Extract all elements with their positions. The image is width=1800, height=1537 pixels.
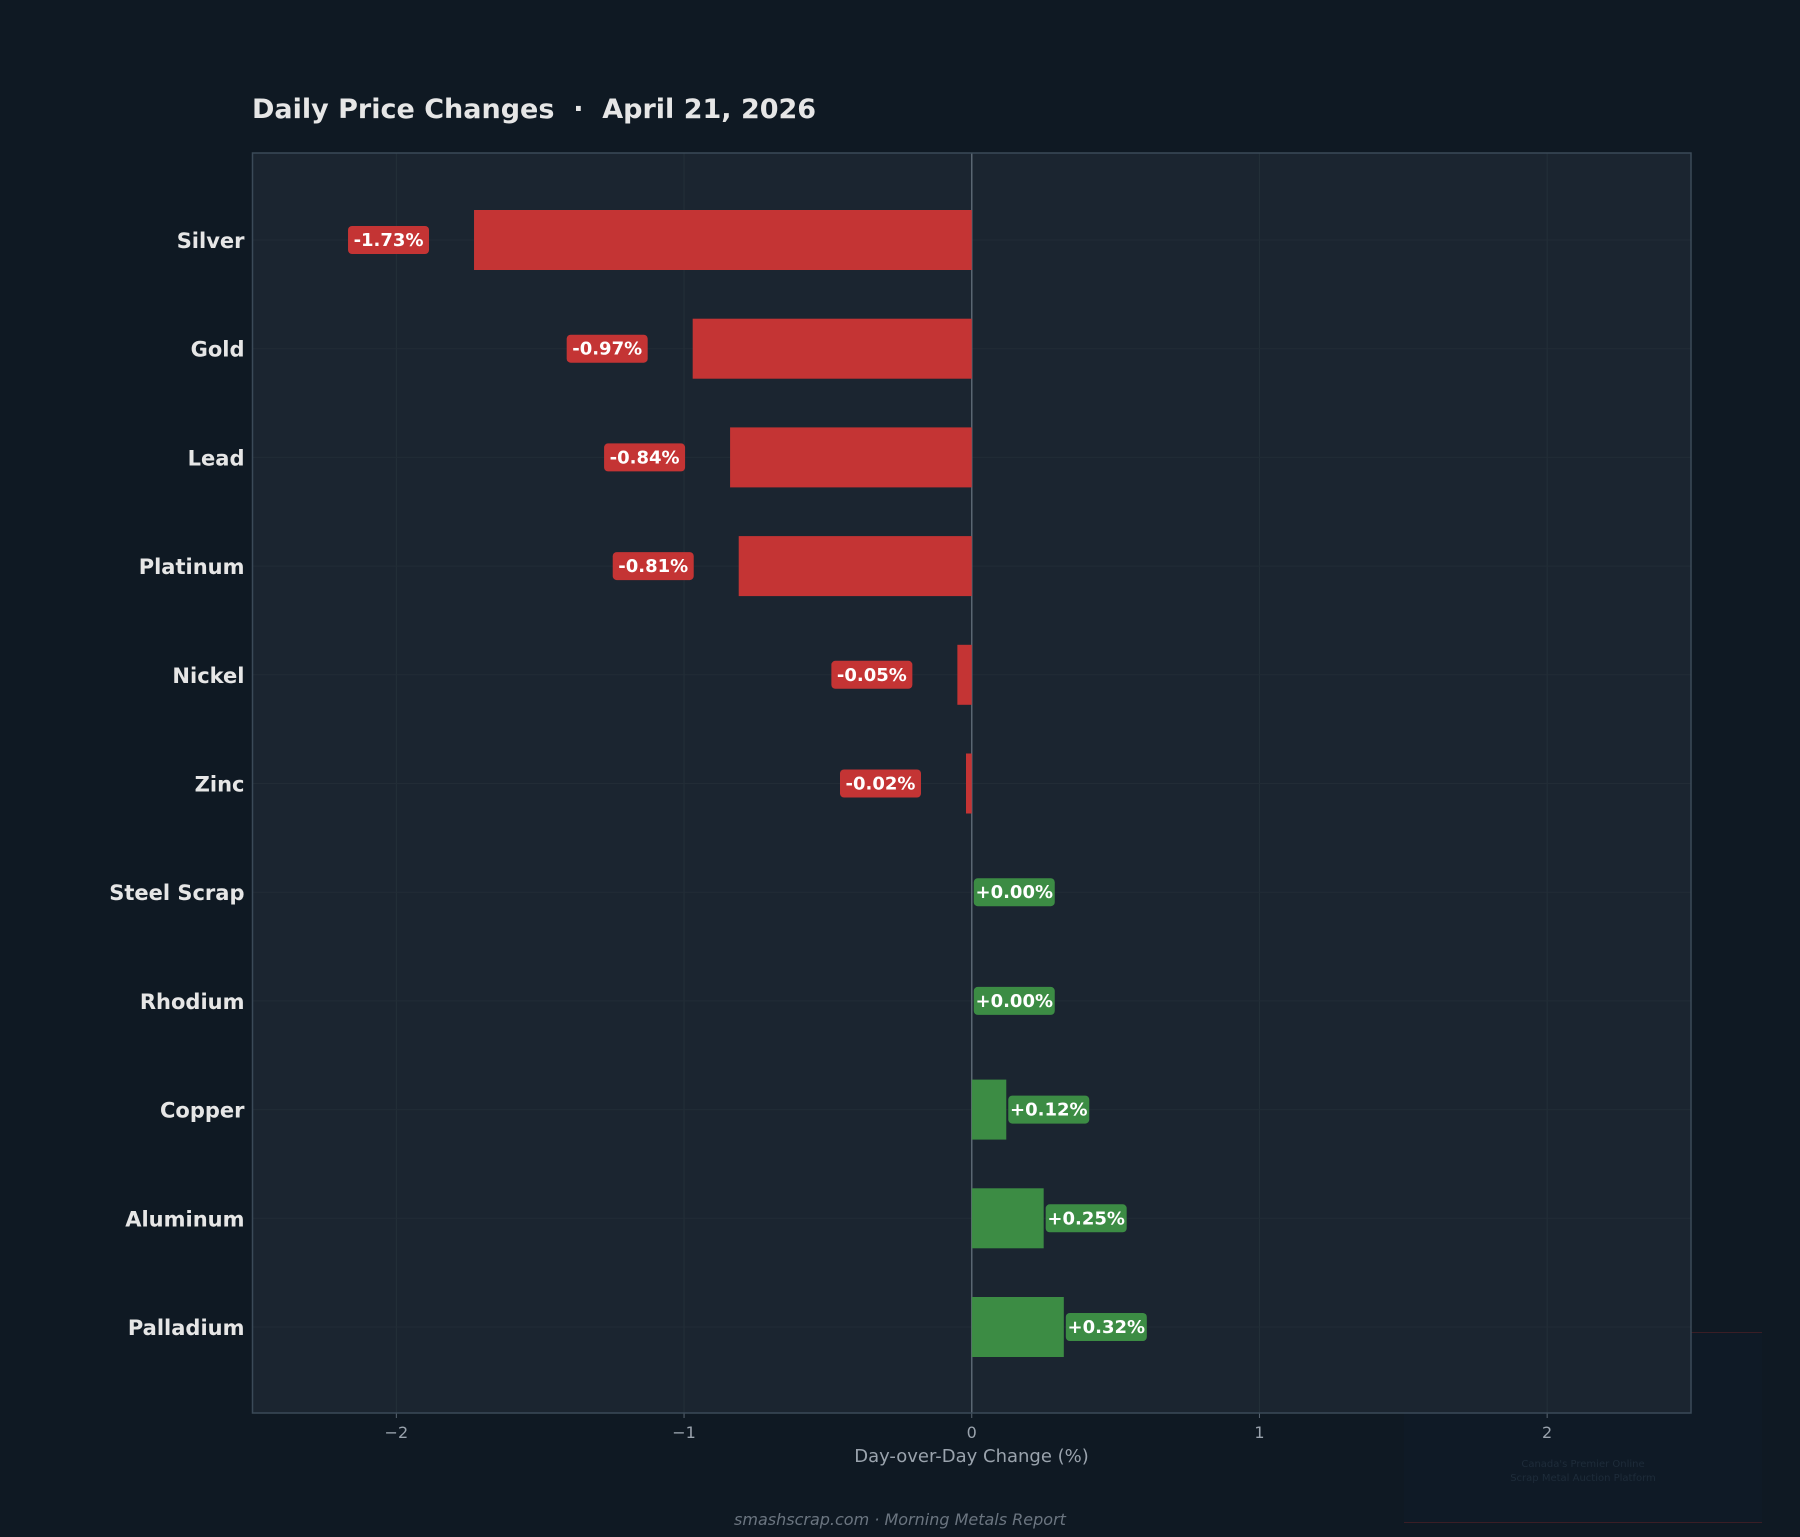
y-tick-label: Zinc <box>195 773 245 797</box>
bar-zinc <box>965 753 972 814</box>
bar-platinum <box>738 536 972 597</box>
x-tick-label: 0 <box>967 1423 977 1442</box>
data-label-box <box>1045 1204 1127 1233</box>
bar-copper <box>971 1079 1007 1140</box>
bar-silver <box>474 210 972 270</box>
y-tick-label: Rhodium <box>140 990 245 1014</box>
y-tick-label: Nickel <box>172 664 244 688</box>
data-label: +0.00% <box>975 882 1053 903</box>
bar-nickel <box>957 644 972 705</box>
y-tick-label: Lead <box>188 446 245 470</box>
x-tick-label: −2 <box>385 1423 409 1442</box>
data-label: -0.05% <box>837 665 907 686</box>
data-label-box <box>1008 1095 1090 1124</box>
y-tick-label: Palladium <box>128 1316 245 1340</box>
y-tick-label: Copper <box>160 1099 245 1123</box>
watermark-text-line2: Scrap Metal Auction Platform <box>1510 1473 1656 1484</box>
data-label-box <box>1065 1313 1147 1341</box>
data-label: +0.12% <box>1010 1100 1088 1121</box>
bar-palladium <box>971 1297 1064 1357</box>
data-label-box <box>566 334 648 363</box>
data-label: -0.84% <box>610 447 680 468</box>
bar-gold <box>692 318 972 379</box>
data-label-box <box>973 986 1055 1015</box>
x-tick-label: 2 <box>1542 1423 1552 1442</box>
x-tick-label: 1 <box>1254 1423 1264 1442</box>
data-label-box <box>831 660 913 689</box>
chart-title: Daily Price Changes · April 21, 2026 <box>252 94 817 125</box>
watermark-text-line1: Canada's Premier Online <box>1521 1459 1645 1470</box>
plot-frame <box>251 152 1692 1414</box>
data-label-box <box>973 878 1055 907</box>
data-label-box <box>604 443 686 472</box>
footer-credit: smashscrap.com · Morning Metals Report <box>734 1510 1066 1529</box>
data-label-box <box>348 226 430 254</box>
data-label-box <box>612 552 694 581</box>
x-axis-label: Day-over-Day Change (%) <box>854 1446 1089 1467</box>
data-label: -1.73% <box>354 230 424 251</box>
y-tick-label: Platinum <box>139 555 245 579</box>
y-tick-label: Aluminum <box>125 1207 244 1231</box>
data-label: -0.97% <box>572 339 642 360</box>
y-tick-label: Silver <box>177 229 245 253</box>
data-label: -0.02% <box>846 774 916 795</box>
bar-lead <box>730 427 972 488</box>
x-tick-label: −1 <box>672 1423 696 1442</box>
bar-aluminum <box>971 1188 1044 1249</box>
data-label-box <box>839 769 921 798</box>
y-tick-label: Gold <box>191 338 245 362</box>
data-label: +0.00% <box>975 991 1053 1012</box>
y-tick-label: Steel Scrap <box>109 881 244 905</box>
data-label: +0.25% <box>1047 1208 1125 1229</box>
data-label: -0.81% <box>618 556 688 577</box>
data-label: +0.32% <box>1068 1317 1146 1338</box>
